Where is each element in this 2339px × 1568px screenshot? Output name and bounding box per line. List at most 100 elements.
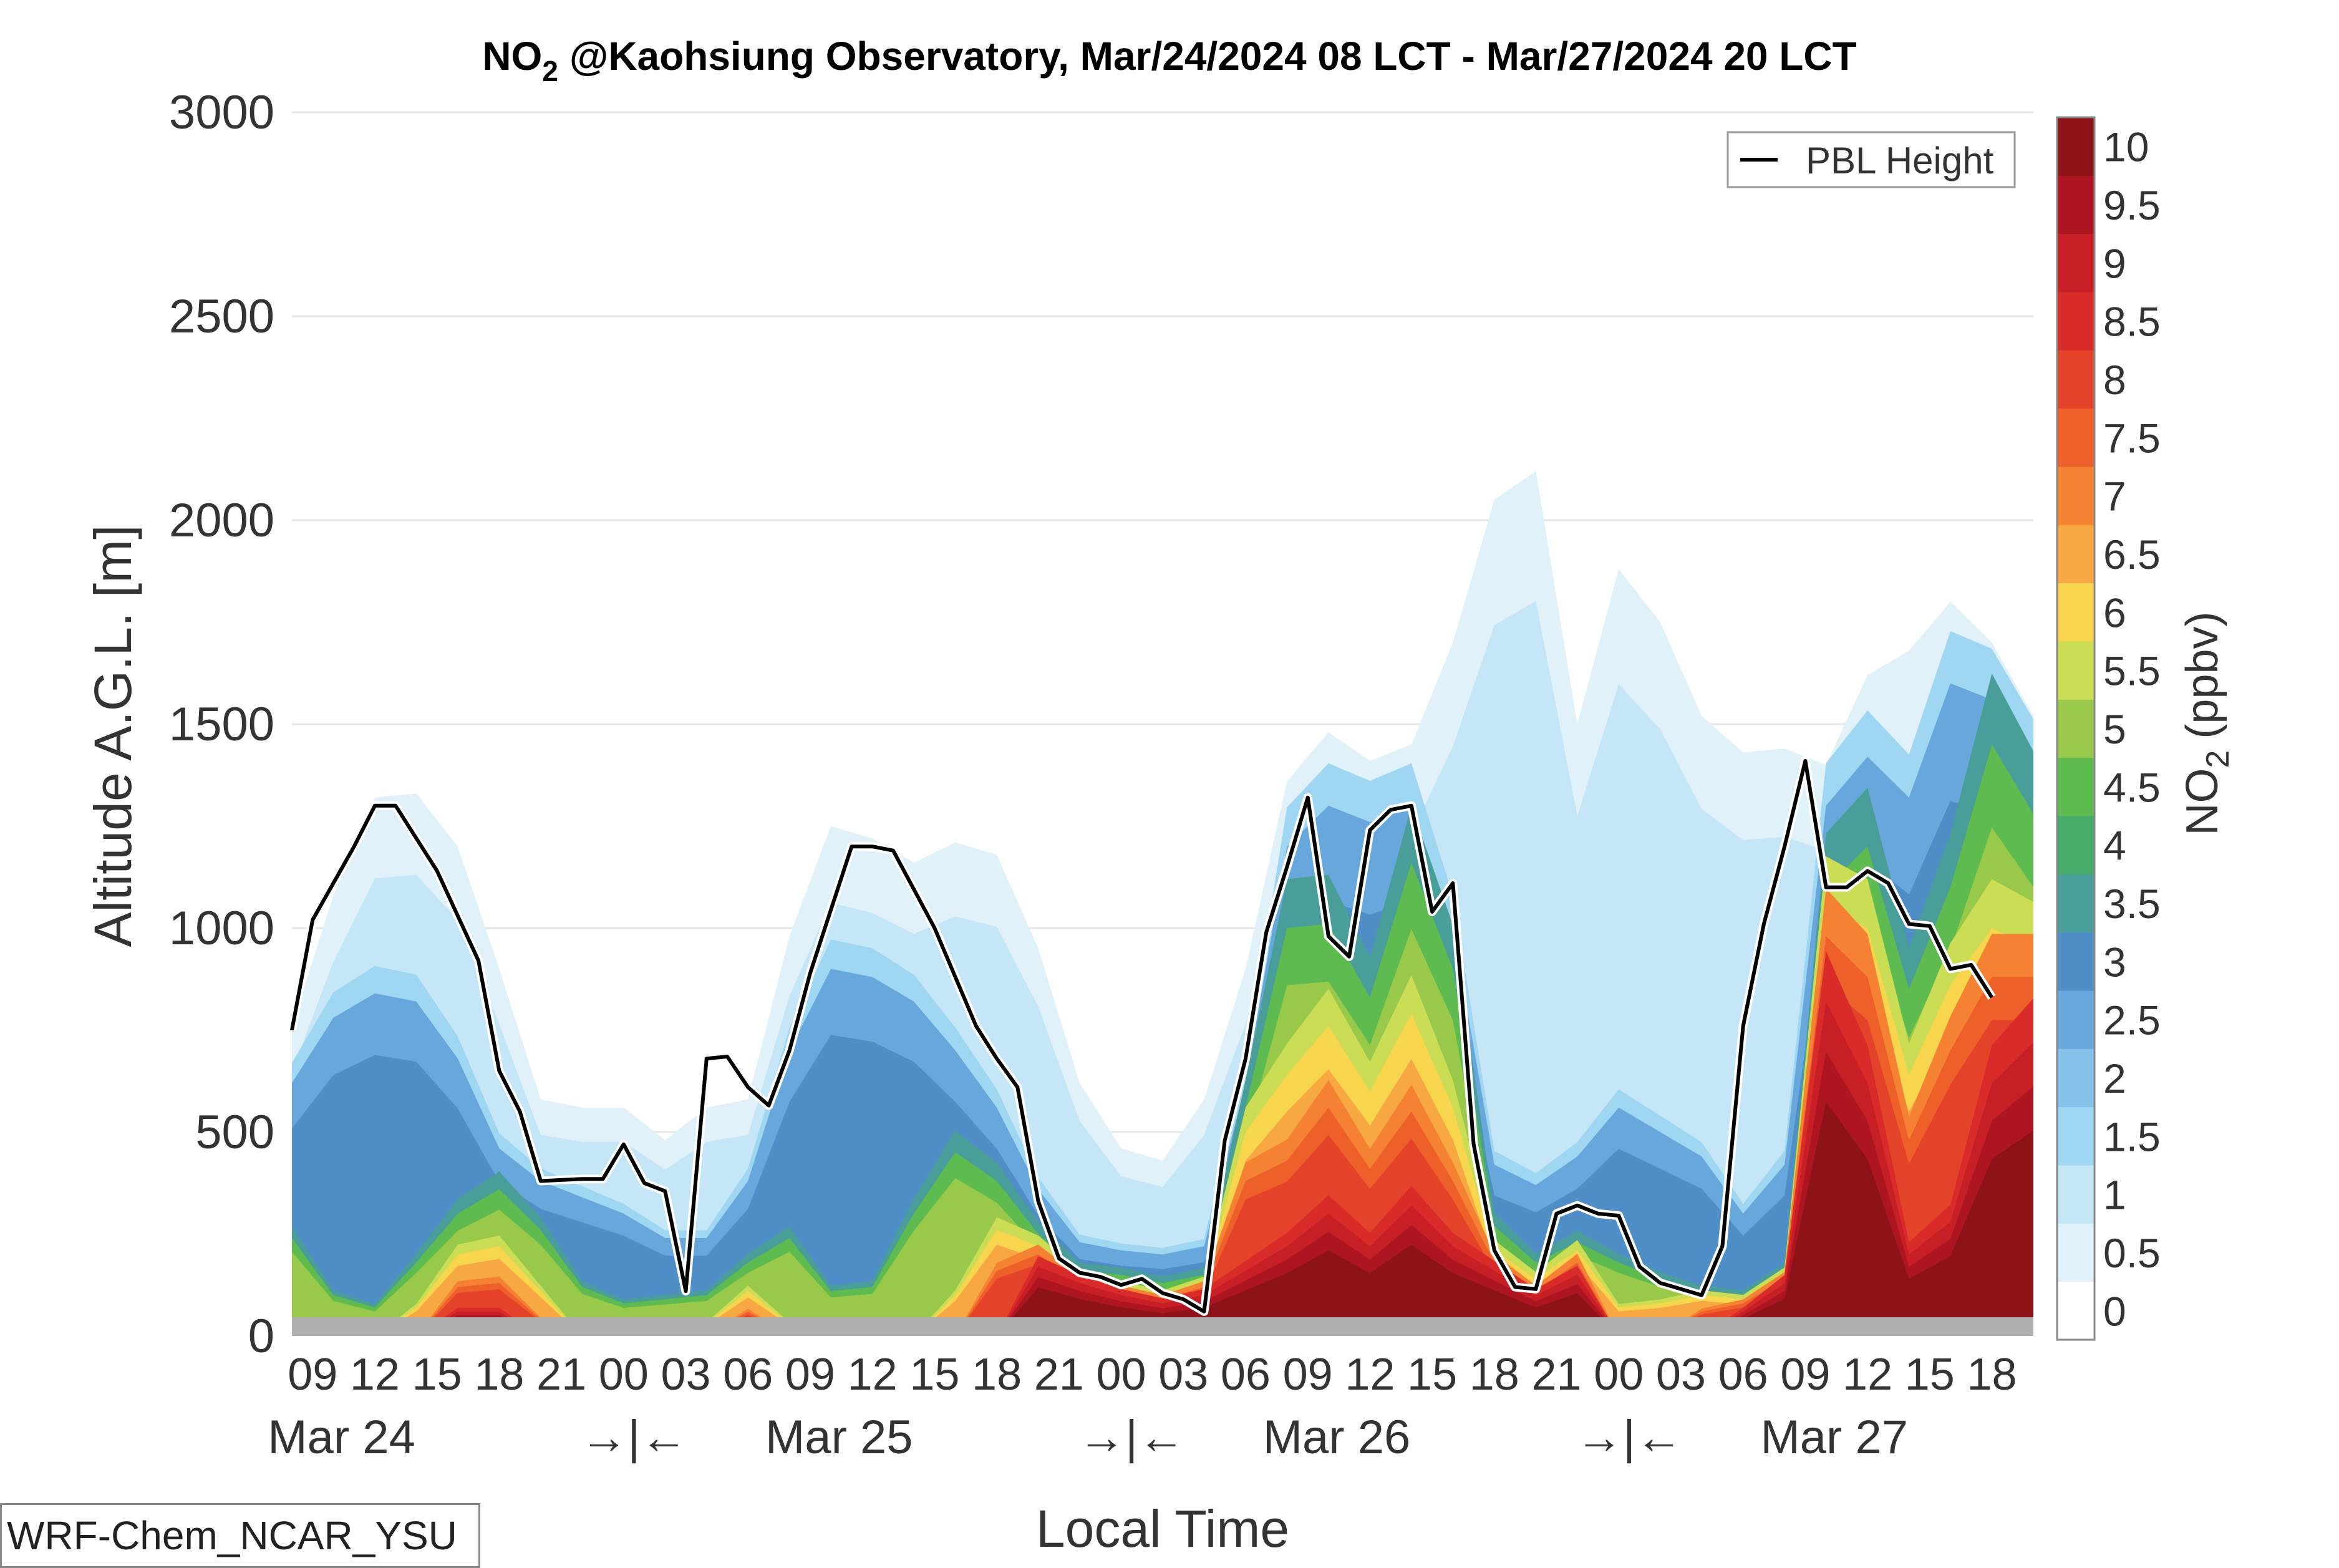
y-tick-label: 1000 xyxy=(169,902,274,955)
colorbar-swatch xyxy=(2057,292,2094,351)
colorbar-label: NO2(ppbv) xyxy=(2177,611,2236,835)
x-tick-label: 15 xyxy=(909,1350,959,1400)
day-label: Mar 27 xyxy=(1760,1411,1908,1464)
colorbar-swatch xyxy=(2057,1281,2094,1340)
chart-title: NO2 @Kaohsiung Observatory, Mar/24/2024 0… xyxy=(482,34,1856,87)
colorbar-tick-label: 1.5 xyxy=(2103,1113,2161,1159)
x-tick-label: 18 xyxy=(972,1350,1022,1400)
day-label: Mar 25 xyxy=(765,1411,913,1464)
colorbar-swatch xyxy=(2057,175,2094,235)
colorbar-tick-label: 3.5 xyxy=(2103,881,2161,927)
colorbar-tick-label: 10 xyxy=(2103,124,2149,170)
colorbar-tick-label: 6.5 xyxy=(2103,531,2161,578)
colorbar-tick-label: 7.5 xyxy=(2103,415,2161,461)
x-tick-label: 00 xyxy=(1594,1350,1644,1400)
colorbar-swatch xyxy=(2057,699,2094,758)
colorbar-swatch xyxy=(2057,233,2094,293)
colorbar-tick-label: 7 xyxy=(2103,473,2126,520)
x-tick-label: 03 xyxy=(1158,1350,1208,1400)
colorbar-tick-label: 2 xyxy=(2103,1055,2126,1101)
x-tick-label: 03 xyxy=(1656,1350,1706,1400)
colorbar-swatch xyxy=(2057,583,2094,642)
colorbar-swatch xyxy=(2057,1048,2094,1108)
y-tick-label: 500 xyxy=(195,1106,274,1159)
colorbar-swatch xyxy=(2057,467,2094,525)
colorbar-tick-label: 8 xyxy=(2103,357,2126,403)
x-tick-label: 21 xyxy=(1034,1350,1084,1400)
colorbar-swatch xyxy=(2057,408,2094,467)
colorbar-swatch xyxy=(2057,1165,2094,1224)
x-axis-day-labels: Mar 24 →|← Mar 25 →|← Mar 26 →|← Mar 27 xyxy=(268,1411,1908,1464)
x-tick-label: 12 xyxy=(350,1350,400,1400)
no2-level-band xyxy=(292,801,2033,1336)
colorbar-tick-label: 8.5 xyxy=(2103,299,2161,345)
colorbar-tick-label: 6 xyxy=(2103,589,2126,636)
plot-area xyxy=(288,111,2033,1336)
colorbar-tick-label: 0.5 xyxy=(2103,1230,2161,1276)
x-tick-label: 18 xyxy=(1470,1350,1519,1400)
x-tick-label: 15 xyxy=(412,1350,462,1400)
colorbar-swatch xyxy=(2057,816,2094,874)
colorbar-swatch xyxy=(2057,525,2094,584)
colorbar-tick-label: 9 xyxy=(2103,240,2126,286)
y-tick-label: 2000 xyxy=(169,494,274,547)
y-axis: 0 500 1000 1500 2000 2500 3000 xyxy=(169,86,274,1363)
y-tick-label: 1500 xyxy=(169,698,274,751)
x-tick-label: 15 xyxy=(1905,1350,1955,1400)
colorbar-swatch xyxy=(2057,1106,2094,1166)
model-label: WRF-Chem_NCAR_YSU xyxy=(0,1503,480,1568)
colorbar-tick-label: 1 xyxy=(2103,1172,2126,1218)
colorbar-swatch xyxy=(2057,932,2094,991)
x-tick-label: 06 xyxy=(1221,1350,1271,1400)
x-tick-label: 18 xyxy=(1967,1350,2017,1400)
y-axis-label: Altitude A.G.L. [m] xyxy=(84,525,142,947)
x-tick-label: 09 xyxy=(1283,1350,1333,1400)
x-tick-label: 00 xyxy=(1096,1350,1146,1400)
x-tick-label: 12 xyxy=(848,1350,898,1400)
x-axis: 09 12 15 18 21 00 03 06 09 12 15 18 21 00 03 06 09 12 15 18… xyxy=(288,1350,2017,1400)
x-tick-label: 09 xyxy=(1780,1350,1830,1400)
x-tick-label: 21 xyxy=(1531,1350,1581,1400)
colorbar-swatch xyxy=(2057,1223,2094,1282)
x-tick-label: 06 xyxy=(1718,1350,1768,1400)
x-tick-label: 03 xyxy=(661,1350,710,1400)
colorbar-tick-label: 5.5 xyxy=(2103,648,2161,694)
day-separator: →|← xyxy=(1078,1411,1185,1464)
colorbar-frame xyxy=(2056,116,2096,1341)
x-tick-label: 12 xyxy=(1843,1350,1892,1400)
day-separator: →|← xyxy=(1576,1411,1683,1464)
colorbar-swatch xyxy=(2057,874,2094,933)
no2-concentration-field xyxy=(292,471,2033,1336)
day-label: Mar 24 xyxy=(268,1411,415,1464)
x-tick-label: 18 xyxy=(474,1350,524,1400)
legend-entry-pbl: PBL Height xyxy=(1806,140,1994,181)
colorbar-tick-label: 0 xyxy=(2103,1288,2126,1334)
x-tick-label: 06 xyxy=(723,1350,773,1400)
y-tick-label: 2500 xyxy=(169,290,274,343)
x-tick-label: 21 xyxy=(536,1350,586,1400)
legend: PBL Height xyxy=(1726,131,2016,188)
colorbar-swatch xyxy=(2057,117,2094,176)
x-tick-label: 09 xyxy=(785,1350,835,1400)
pbl-height-line xyxy=(290,758,1994,1314)
x-tick-label: 12 xyxy=(1345,1350,1395,1400)
colorbar-tick-label: 2.5 xyxy=(2103,997,2161,1043)
colorbar-swatch xyxy=(2057,990,2094,1049)
x-axis-label: Local Time xyxy=(1036,1499,1289,1558)
y-tick-label: 3000 xyxy=(169,86,274,139)
colorbar-tick-label: 4 xyxy=(2103,823,2126,869)
colorbar-tick-label: 4.5 xyxy=(2103,764,2161,810)
day-separator: →|← xyxy=(581,1411,688,1464)
colorbar-swatch xyxy=(2057,350,2094,409)
no2-level-band xyxy=(292,1101,2033,1336)
x-tick-label: 00 xyxy=(599,1350,649,1400)
colorbar-tick-label: 5 xyxy=(2103,706,2126,752)
colorbar-swatch xyxy=(2057,757,2094,816)
y-tick-label: 0 xyxy=(248,1310,274,1363)
ground-band xyxy=(292,1317,2033,1336)
colorbar-tick-label: 9.5 xyxy=(2103,182,2161,228)
colorbar-swatch xyxy=(2057,641,2094,700)
x-tick-label: 09 xyxy=(288,1350,337,1400)
day-label: Mar 26 xyxy=(1263,1411,1411,1464)
